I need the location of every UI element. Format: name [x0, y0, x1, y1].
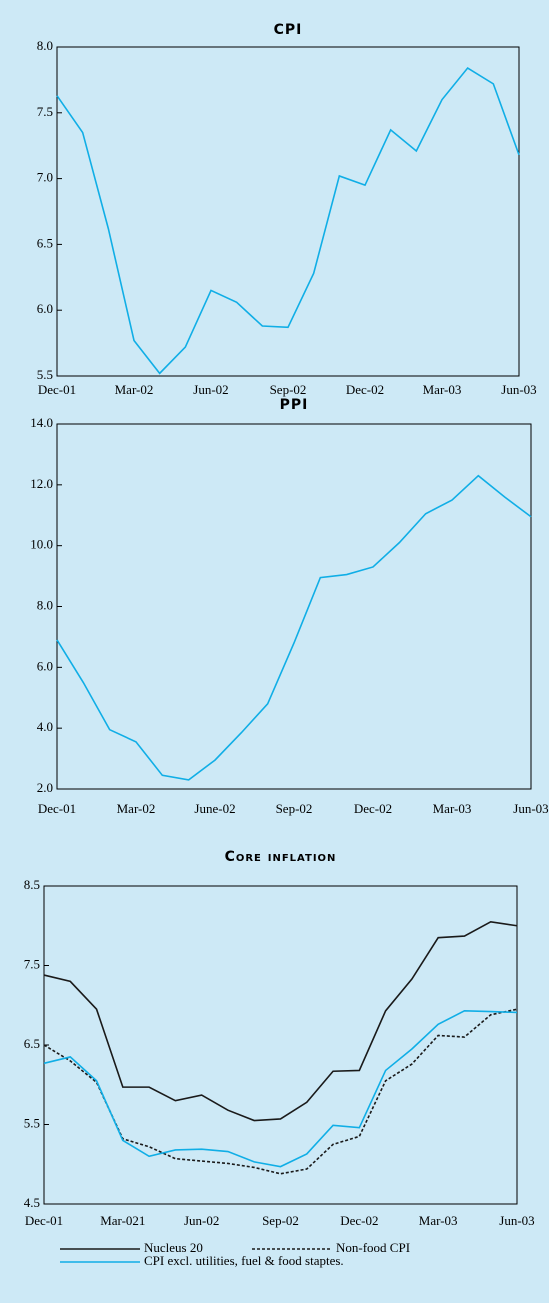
y-tick-label: 4.0	[37, 719, 53, 734]
x-tick-label: Mar-021	[100, 1213, 145, 1228]
x-tick-label: Mar-03	[419, 1213, 458, 1228]
y-tick-label: 7.0	[37, 170, 53, 185]
x-tick-label: Mar-03	[433, 801, 472, 816]
y-tick-label: 7.5	[37, 104, 53, 119]
y-tick-label: 6.0	[37, 301, 53, 316]
y-tick-label: 7.5	[24, 956, 40, 971]
y-tick-label: 6.5	[24, 1036, 40, 1051]
x-tick-label: Dec-01	[38, 382, 76, 397]
y-tick-label: 14.0	[30, 415, 53, 430]
x-tick-label: Dec-02	[340, 1213, 378, 1228]
x-tick-label: Sep-02	[270, 382, 307, 397]
y-tick-label: 8.0	[37, 597, 53, 612]
x-tick-label: Dec-01	[38, 801, 76, 816]
x-tick-label: Dec-02	[354, 801, 392, 816]
y-tick-label: 10.0	[30, 537, 53, 552]
x-tick-label: Dec-01	[25, 1213, 63, 1228]
series-line	[56, 67, 520, 375]
legend-label: CPI excl. utilities, fuel & food staptes…	[144, 1253, 344, 1268]
y-tick-label: 5.5	[24, 1115, 40, 1130]
x-tick-label: Sep-02	[262, 1213, 299, 1228]
y-tick-label: 4.5	[24, 1195, 40, 1210]
y-tick-label: 6.5	[37, 235, 53, 250]
series-line	[43, 1010, 518, 1168]
x-tick-label: Jun-03	[513, 801, 548, 816]
x-tick-label: Jun-02	[184, 1213, 219, 1228]
x-tick-label: Sep-02	[276, 801, 313, 816]
chart-title: Core inflation	[225, 849, 337, 865]
plot-frame	[56, 46, 520, 377]
legend-label: Non-food CPI	[336, 1240, 410, 1255]
x-tick-label: Jun-02	[193, 382, 228, 397]
x-tick-label: Mar-02	[115, 382, 154, 397]
series-line	[43, 920, 518, 1122]
series-line	[56, 474, 532, 781]
x-tick-label: Mar-02	[117, 801, 156, 816]
y-tick-label: 5.5	[37, 367, 53, 382]
legend-label: Nucleus 20	[144, 1240, 203, 1255]
plot-frame	[43, 885, 518, 1205]
plot-frame	[56, 423, 532, 790]
x-tick-label: Jun-03	[501, 382, 536, 397]
series-line	[43, 1008, 518, 1175]
y-tick-label: 8.0	[37, 38, 53, 53]
y-tick-label: 2.0	[37, 780, 53, 795]
x-tick-label: Mar-03	[423, 382, 462, 397]
x-tick-label: Dec-02	[346, 382, 384, 397]
chart-title: CPI	[274, 22, 303, 38]
x-tick-label: June-02	[194, 801, 235, 816]
y-tick-label: 12.0	[30, 476, 53, 491]
y-tick-label: 6.0	[37, 658, 53, 673]
x-tick-label: Jun-03	[499, 1213, 534, 1228]
chart-title: PPI	[280, 397, 309, 413]
y-tick-label: 8.5	[24, 877, 40, 892]
